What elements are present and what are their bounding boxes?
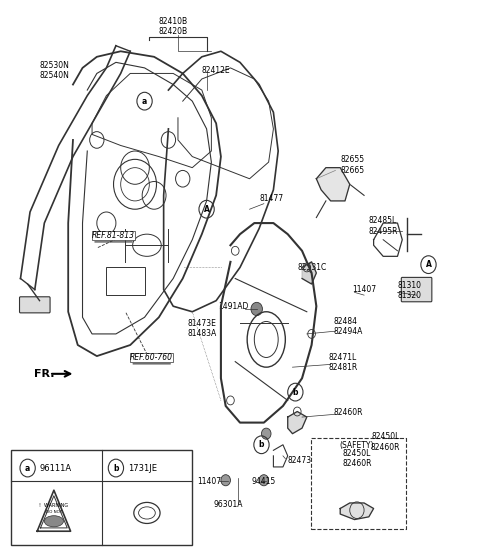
Text: A: A (204, 205, 210, 214)
Text: 82450L
82460R: 82450L 82460R (371, 432, 400, 452)
Text: 82484
82494A: 82484 82494A (333, 317, 362, 336)
Ellipse shape (44, 516, 63, 527)
Text: A: A (426, 260, 432, 269)
Polygon shape (340, 503, 373, 520)
Text: (SAFETY): (SAFETY) (340, 441, 374, 451)
Text: b: b (113, 463, 119, 472)
Text: !  WARNING: ! WARNING (39, 503, 69, 508)
Text: 11407: 11407 (197, 477, 221, 486)
Polygon shape (288, 412, 307, 434)
FancyBboxPatch shape (20, 297, 50, 313)
Bar (107, 267, 144, 295)
Text: b: b (293, 388, 298, 397)
Text: 82485L
82495R: 82485L 82495R (369, 216, 398, 236)
Text: 82460R: 82460R (333, 408, 362, 417)
Text: REF.60-760: REF.60-760 (130, 353, 173, 361)
Polygon shape (302, 262, 316, 284)
Text: 82412E: 82412E (202, 66, 230, 75)
Text: 81310
81320: 81310 81320 (397, 281, 421, 300)
Text: 11407: 11407 (352, 285, 376, 294)
Text: a: a (142, 97, 147, 106)
Text: REF.81-813: REF.81-813 (92, 231, 135, 240)
Text: 94415: 94415 (252, 477, 276, 486)
Bar (11, 450, 192, 545)
Text: a: a (25, 463, 30, 472)
Text: 96301A: 96301A (213, 500, 243, 509)
Text: DO NOT: DO NOT (46, 510, 62, 514)
Circle shape (259, 475, 269, 486)
Text: 81473E
81483A: 81473E 81483A (188, 319, 217, 338)
Text: b: b (259, 440, 264, 449)
Text: 82410B
82420B: 82410B 82420B (158, 17, 188, 36)
Text: 82450L
82460R: 82450L 82460R (342, 449, 372, 468)
Text: 82473: 82473 (288, 456, 312, 465)
Text: 82530N
82540N: 82530N 82540N (39, 61, 70, 80)
Circle shape (221, 475, 230, 486)
Text: FR.: FR. (34, 369, 54, 379)
Text: 82655
82665: 82655 82665 (340, 155, 364, 174)
Text: 1491AD: 1491AD (218, 302, 249, 311)
Polygon shape (316, 168, 350, 201)
Text: 81477: 81477 (259, 194, 283, 203)
Text: 82531C: 82531C (297, 263, 326, 272)
Text: 1731JE: 1731JE (128, 463, 157, 472)
Circle shape (251, 302, 263, 316)
FancyBboxPatch shape (311, 438, 406, 529)
FancyBboxPatch shape (401, 277, 432, 302)
Circle shape (262, 428, 271, 439)
Text: 96111A: 96111A (39, 463, 72, 472)
Text: 82471L
82481R: 82471L 82481R (328, 353, 358, 373)
